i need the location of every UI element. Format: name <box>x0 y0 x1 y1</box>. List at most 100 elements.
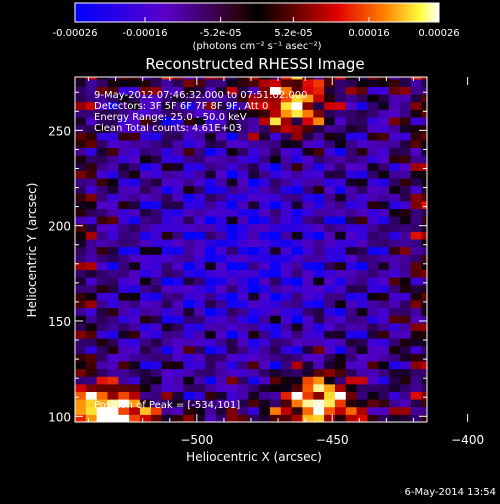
heatmap-cell <box>96 330 108 339</box>
heatmap-cell <box>237 353 249 362</box>
heatmap-cell <box>334 208 347 217</box>
heatmap-cell <box>150 246 163 255</box>
heatmap-cell <box>129 345 141 354</box>
heatmap-cell <box>302 117 314 126</box>
heatmap-cell <box>150 307 163 316</box>
heatmap-cell <box>85 300 98 309</box>
heatmap-cell <box>269 77 282 80</box>
heatmap-cell <box>378 406 390 415</box>
heatmap-cell <box>367 200 379 210</box>
heatmap-cell <box>302 132 314 141</box>
heatmap-cell <box>389 368 401 377</box>
heatmap-cell <box>248 292 260 301</box>
heatmap-cell <box>378 231 390 240</box>
heatmap-cell <box>96 77 108 80</box>
heatmap-cell <box>313 77 325 80</box>
heatmap-cell <box>96 216 108 225</box>
heatmap-cell <box>334 117 347 126</box>
heatmap-cell <box>421 231 427 240</box>
heatmap-cell <box>150 200 163 210</box>
heatmap-cell <box>107 77 119 80</box>
heatmap-cell <box>248 178 260 187</box>
heatmap-cell <box>183 117 195 126</box>
heatmap-cell <box>259 383 271 393</box>
heatmap-cell <box>129 86 141 95</box>
heatmap-cell <box>107 383 119 393</box>
heatmap-cell <box>161 399 173 408</box>
heatmap-cell <box>172 345 184 354</box>
heatmap-cell <box>150 178 163 187</box>
heatmap-cell <box>421 147 427 156</box>
heatmap-cell <box>172 246 184 255</box>
heatmap-cell <box>269 391 282 400</box>
heatmap-cell <box>269 78 282 88</box>
heatmap-cell <box>269 406 282 415</box>
heatmap-cell <box>421 77 427 80</box>
heatmap-cell <box>280 269 293 278</box>
heatmap-cell <box>367 77 379 80</box>
heatmap-cell <box>150 406 163 415</box>
heatmap-cell <box>345 315 358 324</box>
heatmap-cell <box>313 216 325 225</box>
heatmap-cell <box>237 117 249 126</box>
heatmap-cell <box>85 315 98 324</box>
heatmap-cell <box>356 399 368 408</box>
heatmap-cell <box>259 338 271 347</box>
heatmap-cell <box>399 77 412 80</box>
heatmap-cell <box>172 254 184 263</box>
heatmap-cell <box>313 361 325 370</box>
heatmap-cell <box>183 338 195 347</box>
heatmap-cell <box>399 353 412 362</box>
heatmap-cell <box>85 162 98 171</box>
heatmap-cell <box>291 261 303 271</box>
heatmap-cell <box>410 269 423 278</box>
heatmap-cell <box>280 139 293 149</box>
heatmap-cell <box>302 391 314 400</box>
heatmap-cell <box>410 261 423 271</box>
heatmap-cell <box>96 124 108 133</box>
heatmap-cell <box>183 155 195 164</box>
heatmap-cell <box>378 284 390 293</box>
heatmap-cell <box>280 414 293 422</box>
heatmap-cell <box>399 330 412 339</box>
heatmap-cell <box>161 269 173 278</box>
heatmap-cell <box>183 78 195 88</box>
heatmap-cell <box>85 269 98 278</box>
heatmap-cell <box>118 300 130 309</box>
heatmap-cell <box>150 284 163 293</box>
heatmap-cell <box>378 361 390 370</box>
heatmap-cell <box>107 208 119 217</box>
heatmap-cell <box>118 178 130 187</box>
heatmap-cell <box>248 368 260 377</box>
heatmap-cell <box>345 77 358 80</box>
heatmap-cell <box>215 124 228 133</box>
heatmap-cell <box>313 399 325 408</box>
heatmap-cell <box>399 147 412 156</box>
heatmap-cell <box>237 315 249 324</box>
heatmap-cell <box>367 109 379 118</box>
heatmap-cell <box>75 193 87 202</box>
heatmap-cell <box>194 77 206 80</box>
heatmap-cell <box>215 78 228 88</box>
heatmap-cell <box>302 300 314 309</box>
heatmap-cell <box>389 292 401 301</box>
heatmap-cell <box>226 231 238 240</box>
heatmap-cell <box>139 315 152 324</box>
heatmap-cell <box>248 124 260 133</box>
heatmap-cell <box>324 345 336 354</box>
heatmap-cell <box>237 77 249 80</box>
heatmap-cell <box>421 117 427 126</box>
heatmap-cell <box>324 353 336 362</box>
heatmap-cell <box>367 139 379 149</box>
heatmap-cell <box>367 307 379 316</box>
heatmap-cell <box>410 139 423 149</box>
heatmap-cell <box>194 368 206 377</box>
chart-title: Reconstructed RHESSI Image <box>145 55 364 73</box>
heatmap-cell <box>237 292 249 301</box>
heatmap-cell <box>356 185 368 194</box>
heatmap-cell <box>345 200 358 210</box>
heatmap-cell <box>226 94 238 103</box>
heatmap-cell <box>269 300 282 309</box>
heatmap-cell <box>172 200 184 210</box>
heatmap-cell <box>399 315 412 324</box>
